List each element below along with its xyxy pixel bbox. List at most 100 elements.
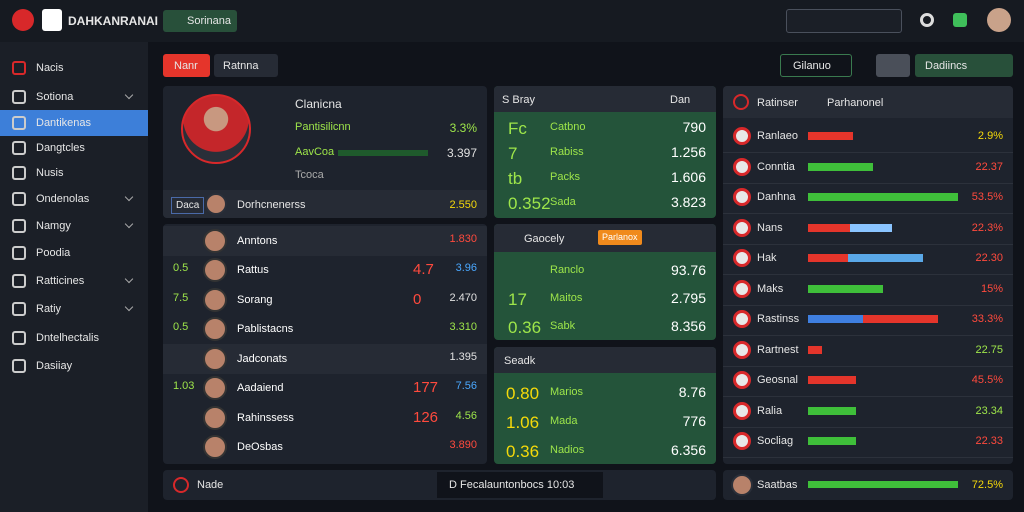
row: Rahinssess 126 4.56 xyxy=(163,403,487,433)
value: 53.5% xyxy=(971,191,1003,203)
nav-item[interactable]: Nacis xyxy=(0,55,148,81)
top-bar: DAHKANRANAI Sorinana xyxy=(0,0,1024,42)
value: 8.356 xyxy=(670,318,706,334)
nav-item[interactable]: Nusis xyxy=(0,160,148,186)
team-icon xyxy=(733,157,751,176)
footer-status: D Fecalauntonbocs 10:03 xyxy=(437,472,603,498)
bar xyxy=(808,481,958,488)
nav-label: Dangtcles xyxy=(36,142,85,154)
value: 22.37 xyxy=(975,160,1003,173)
row: 0.5 Rattus 4.7 3.96 xyxy=(163,256,487,286)
lead: 1.03 xyxy=(173,380,195,393)
divider xyxy=(723,335,1013,336)
avatar xyxy=(731,474,753,496)
sidebar: Nacis Sotiona Dantikenas Dangtcles Nusis Onde… xyxy=(0,42,148,512)
label: DeOsbas xyxy=(237,441,283,454)
player-name: Clanicna xyxy=(295,97,342,111)
value: 2.470 xyxy=(449,291,477,304)
label: Catbno xyxy=(550,120,586,133)
nav-item[interactable]: Sotiona xyxy=(0,84,148,110)
value: 1.830 xyxy=(449,232,477,245)
bar xyxy=(808,315,863,323)
nav-item[interactable]: Ratticines xyxy=(0,268,148,294)
nav-icon xyxy=(12,166,26,180)
nav-item[interactable]: Ondenolas xyxy=(0,186,148,212)
notification-icon[interactable] xyxy=(953,13,967,27)
value: 2.550 xyxy=(449,199,477,211)
label: Rabiss xyxy=(550,145,584,158)
team-icon xyxy=(733,279,751,298)
match-panel: Gaocely Parlanox Ranclo 93.76 17 Maitos 2.79… xyxy=(494,224,716,340)
panel-header: S Bray Dan xyxy=(494,86,716,112)
nav-item[interactable]: Namgy xyxy=(0,213,148,239)
user-avatar[interactable] xyxy=(987,8,1011,32)
row-value: 3.3% xyxy=(449,121,477,135)
nav-label: Poodia xyxy=(36,247,71,259)
label: Saatbas xyxy=(757,479,798,491)
avatar xyxy=(203,317,227,342)
team-name: Ranlaeo xyxy=(757,130,798,142)
team-name: Conntia xyxy=(757,160,795,173)
team-name: Rastinss xyxy=(757,313,800,325)
row: 1.03 Aadaiend 177 7.56 xyxy=(163,374,487,404)
team-name: Danhna xyxy=(757,191,796,203)
player-photo xyxy=(181,94,251,164)
value: 3.310 xyxy=(449,321,477,334)
nav-icon xyxy=(12,246,26,260)
avatar xyxy=(203,376,227,401)
divider xyxy=(723,243,1013,245)
tab[interactable]: Nanr xyxy=(163,54,210,77)
label: Aadaiend xyxy=(237,382,284,395)
row: 0.5 Pablistacns 3.310 xyxy=(163,315,487,345)
panel-header: Gaocely Parlanox xyxy=(494,224,716,252)
mid: 0 xyxy=(413,290,422,308)
row: Fc Catbno 790 xyxy=(494,114,716,139)
row-label: AavCoa xyxy=(295,146,335,158)
bar xyxy=(808,284,883,293)
team-icon xyxy=(733,432,751,450)
divider xyxy=(723,274,1013,275)
value: 22.30 xyxy=(975,252,1003,264)
team-name: Socliag xyxy=(757,435,794,447)
bar xyxy=(850,223,892,232)
row-label: Pantisilicnn xyxy=(295,121,351,133)
tab[interactable]: Ratnna xyxy=(214,54,278,77)
panel-header: Ratinser Parhanonel xyxy=(723,86,1013,118)
lead: tb xyxy=(508,168,523,188)
nav-item[interactable]: Dantikenas xyxy=(0,110,148,136)
footer-bar: Nade D Fecalauntonbocs 10:03 xyxy=(163,470,716,500)
team-name: Maks xyxy=(757,282,784,295)
team-icon xyxy=(733,371,751,389)
icon-button[interactable] xyxy=(876,54,910,77)
avatar xyxy=(203,405,227,430)
nav-item[interactable]: Poodia xyxy=(0,240,148,266)
nav-icon xyxy=(12,141,26,155)
label: Rattus xyxy=(237,264,269,277)
search-button[interactable]: Sorinana xyxy=(163,10,237,32)
nav-label: Dntelhectalis xyxy=(36,332,99,344)
nav-icon xyxy=(12,192,26,206)
button[interactable]: Gilanuo xyxy=(780,54,852,77)
label: Anntons xyxy=(237,234,278,247)
nav-label: Nacis xyxy=(36,62,64,74)
search-box[interactable] xyxy=(786,9,902,33)
panel-title: Gaocely xyxy=(524,233,565,245)
bar xyxy=(808,193,958,201)
nav-item[interactable]: Ratiy xyxy=(0,296,148,322)
divider xyxy=(723,152,1013,153)
button[interactable]: Dadiincs xyxy=(915,54,1013,77)
panel-title: S Bray xyxy=(502,94,536,106)
team-icon xyxy=(733,218,751,237)
nav-item[interactable]: Dasiiay xyxy=(0,353,148,379)
value: 4.56 xyxy=(455,409,477,422)
lead: 17 xyxy=(508,290,527,309)
row: 7 Rabiss 1.256 xyxy=(494,139,716,164)
team-name: Rartnest xyxy=(757,343,799,356)
stats-panel: S Bray Dan Fc Catbno 790 7 Rabiss 1.256 tb Pack… xyxy=(494,86,716,218)
nav-item[interactable]: Dntelhectalis xyxy=(0,325,148,351)
settings-icon[interactable] xyxy=(920,13,934,27)
bar xyxy=(808,437,856,445)
row: 1.06 Mada 776 xyxy=(494,406,716,435)
nav-item[interactable]: Dangtcles xyxy=(0,135,148,161)
footer-label: Nade xyxy=(197,479,224,491)
